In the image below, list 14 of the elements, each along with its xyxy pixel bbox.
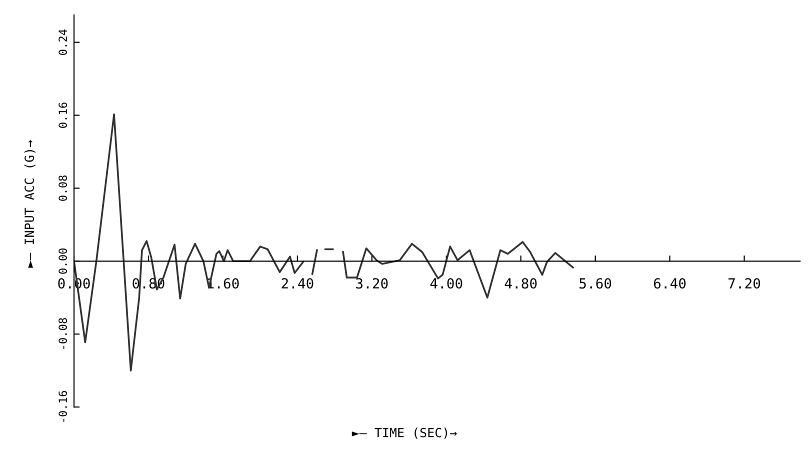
x-tick-label: 2.40 xyxy=(282,278,314,289)
x-tick-label: 7.20 xyxy=(728,278,760,289)
x-tick-label: 3.20 xyxy=(356,278,388,289)
y-tick-label: 0.24 xyxy=(58,29,68,55)
y-tick-label: 0.16 xyxy=(58,102,68,128)
x-tick-label: 4.00 xyxy=(430,278,462,289)
x-tick-label: 6.40 xyxy=(654,278,686,289)
y-axis-title: ►— INPUT ACC (G)→ xyxy=(24,140,36,268)
y-tick-label: 0.08 xyxy=(58,176,68,201)
x-tick-label: 5.60 xyxy=(580,278,612,289)
y-tick-label: -0.08 xyxy=(58,318,68,349)
x-tick-label: 4.80 xyxy=(504,278,537,289)
x-axis-title: ►— TIME (SEC)→ xyxy=(352,428,457,439)
y-tick-label: -0.16 xyxy=(58,391,68,422)
